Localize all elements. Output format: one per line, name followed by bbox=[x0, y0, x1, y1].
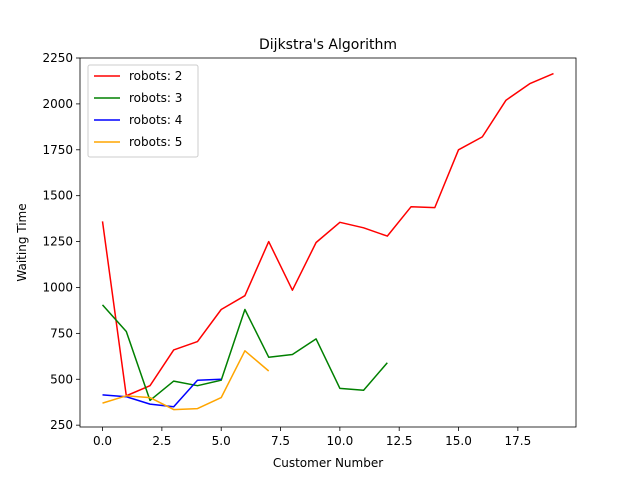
x-tick-label: 12.5 bbox=[386, 434, 413, 448]
x-axis-label: Customer Number bbox=[273, 456, 383, 470]
legend-label-2: robots: 3 bbox=[129, 91, 182, 105]
x-tick-label: 0.0 bbox=[93, 434, 112, 448]
y-axis: 250 500 750 1000 1250 1500 1750 2000 2250 bbox=[42, 51, 80, 432]
x-axis: 0.0 2.5 5.0 7.5 10.0 12.5 15.0 17.5 bbox=[93, 427, 531, 448]
y-tick-label: 2000 bbox=[42, 97, 73, 111]
x-tick-label: 15.0 bbox=[445, 434, 472, 448]
legend-label-3: robots: 4 bbox=[129, 113, 182, 127]
x-tick-label: 7.5 bbox=[271, 434, 290, 448]
x-tick-label: 5.0 bbox=[212, 434, 231, 448]
x-tick-label: 10.0 bbox=[327, 434, 354, 448]
y-tick-label: 250 bbox=[50, 418, 73, 432]
plot-frame bbox=[79, 57, 577, 428]
legend-box bbox=[87, 64, 199, 158]
y-tick-label: 1000 bbox=[42, 280, 73, 294]
series-line-2 bbox=[101, 304, 388, 402]
chart-title: Dijkstra's Algorithm bbox=[259, 37, 397, 53]
series-line-4 bbox=[102, 350, 270, 411]
x-tick-label: 17.5 bbox=[504, 434, 531, 448]
y-tick-label: 1500 bbox=[42, 189, 73, 203]
y-tick-label: 750 bbox=[50, 326, 73, 340]
y-tick-label: 500 bbox=[50, 372, 73, 386]
x-tick-label: 2.5 bbox=[152, 434, 171, 448]
series-line-1 bbox=[101, 72, 554, 397]
legend-label-1: robots: 2 bbox=[129, 69, 182, 83]
series-layer bbox=[101, 72, 554, 411]
y-tick-label: 2250 bbox=[42, 51, 73, 65]
y-tick-label: 1250 bbox=[42, 235, 73, 249]
legend: robots: 2 robots: 3 robots: 4 robots: 5 bbox=[87, 64, 199, 158]
y-axis-label: Waiting Time bbox=[15, 203, 29, 281]
y-tick-label: 1750 bbox=[42, 143, 73, 157]
legend-label-4: robots: 5 bbox=[129, 135, 182, 149]
